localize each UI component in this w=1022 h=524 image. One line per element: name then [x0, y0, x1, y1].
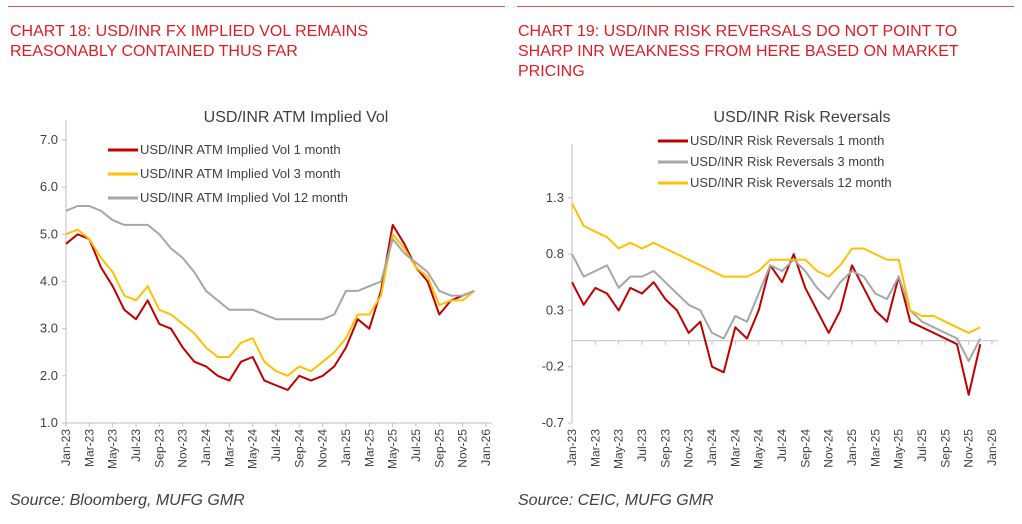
legend-label: USD/INR Risk Reversals 1 month — [690, 133, 884, 148]
right-heading-line: SHARP INR WEAKNESS FROM HERE BASED ON MA… — [518, 43, 959, 60]
x-tick-label: Jan-26 — [479, 429, 493, 466]
y-tick-label: 0.3 — [546, 302, 564, 317]
x-tick-label: May-25 — [892, 429, 906, 469]
x-tick-label: Jul-25 — [409, 429, 423, 462]
left-heading-line: REASONABLY CONTAINED THUS FAR — [10, 43, 298, 60]
x-tick-label: Nov-24 — [822, 429, 836, 468]
y-tick-label: 6.0 — [40, 179, 58, 194]
x-tick-label: May-23 — [106, 429, 120, 469]
x-tick-label: Jan-23 — [565, 429, 579, 466]
x-tick-label: Mar-23 — [588, 429, 602, 467]
x-tick-label: Sep-23 — [152, 429, 166, 468]
legend-label: USD/INR Risk Reversals 12 month — [690, 175, 892, 190]
y-tick-label: 7.0 — [40, 132, 58, 147]
y-tick-label: -0.7 — [542, 415, 564, 430]
left-source-note: Source: Bloomberg, MUFG GMR — [10, 492, 245, 509]
x-tick-label: Jan-26 — [985, 429, 999, 466]
x-tick-label: Jan-24 — [705, 429, 719, 466]
y-tick-label: 5.0 — [40, 226, 58, 241]
series-line — [65, 205, 475, 321]
iv-chart: USD/INR ATM Implied Vol 1.0 2.0 3.0 4.0 5.0 6.… — [40, 109, 493, 469]
y-tick-label: 1.3 — [546, 190, 564, 205]
x-tick-label: Nov-25 — [456, 429, 470, 468]
x-tick-label: Nov-23 — [176, 429, 190, 468]
x-tick-label: Sep-24 — [292, 429, 306, 468]
x-tick-label: Nov-24 — [316, 429, 330, 468]
x-tick-label: Mar-24 — [222, 429, 236, 467]
x-tick-label: Jan-23 — [59, 429, 73, 466]
right-chart-heading: CHART 19: USD/INR RISK REVERSALS DO NOT … — [518, 22, 959, 82]
x-tick-label: Nov-23 — [682, 429, 696, 468]
x-tick-label: May-24 — [752, 429, 766, 469]
legend-label: USD/INR ATM Implied Vol 1 month — [140, 142, 341, 157]
x-tick-label: May-25 — [386, 429, 400, 469]
chart-title: USD/INR Risk Reversals — [714, 109, 891, 126]
right-heading-line: PRICING — [518, 63, 585, 80]
y-tick-label: -0.2 — [542, 359, 564, 374]
x-tick-label: Sep-23 — [658, 429, 672, 468]
x-tick-label: Jan-25 — [845, 429, 859, 466]
x-tick-label: May-24 — [246, 429, 260, 469]
legend-label: USD/INR ATM Implied Vol 12 month — [140, 190, 348, 205]
x-tick-label: Jan-25 — [339, 429, 353, 466]
y-tick-label: 1.0 — [40, 415, 58, 430]
x-tick-label: Sep-25 — [432, 429, 446, 468]
legend-label: USD/INR ATM Implied Vol 3 month — [140, 166, 341, 181]
left-heading-line: CHART 18: USD/INR FX IMPLIED VOL REMAINS — [10, 23, 369, 40]
y-tick-label: 3.0 — [40, 321, 58, 336]
right-source-note: Source: CEIC, MUFG GMR — [518, 492, 714, 509]
y-tick-label: 4.0 — [40, 274, 58, 289]
series-line — [571, 253, 982, 396]
x-tick-label: May-23 — [612, 429, 626, 469]
x-tick-label: Sep-24 — [798, 429, 812, 468]
x-tick-label: Mar-25 — [868, 429, 882, 467]
series-line — [65, 223, 475, 391]
left-header-rule — [8, 6, 505, 7]
x-tick-label: Sep-25 — [938, 429, 952, 468]
chart-title: USD/INR ATM Implied Vol — [204, 109, 389, 126]
left-chart-heading: CHART 18: USD/INR FX IMPLIED VOL REMAINS… — [10, 22, 368, 62]
x-tick-label: Mar-23 — [82, 429, 96, 467]
x-tick-label: Jul-23 — [635, 429, 649, 462]
y-tick-label: 0.8 — [546, 246, 564, 261]
x-tick-label: Mar-24 — [728, 429, 742, 467]
right-header-rule — [517, 6, 1014, 7]
y-tick-label: 2.0 — [40, 368, 58, 383]
x-tick-label: Jul-24 — [269, 429, 283, 462]
x-tick-label: Mar-25 — [362, 429, 376, 467]
x-tick-label: Jul-24 — [775, 429, 789, 462]
series-line — [571, 202, 981, 334]
x-tick-label: Nov-25 — [962, 429, 976, 468]
series-line — [65, 228, 475, 377]
x-tick-label: Jan-24 — [199, 429, 213, 466]
x-tick-label: Jul-25 — [915, 429, 929, 462]
x-tick-label: Jul-23 — [129, 429, 143, 462]
legend-label: USD/INR Risk Reversals 3 month — [690, 154, 884, 169]
right-heading-line: CHART 19: USD/INR RISK REVERSALS DO NOT … — [518, 23, 958, 40]
series-line — [571, 253, 982, 363]
